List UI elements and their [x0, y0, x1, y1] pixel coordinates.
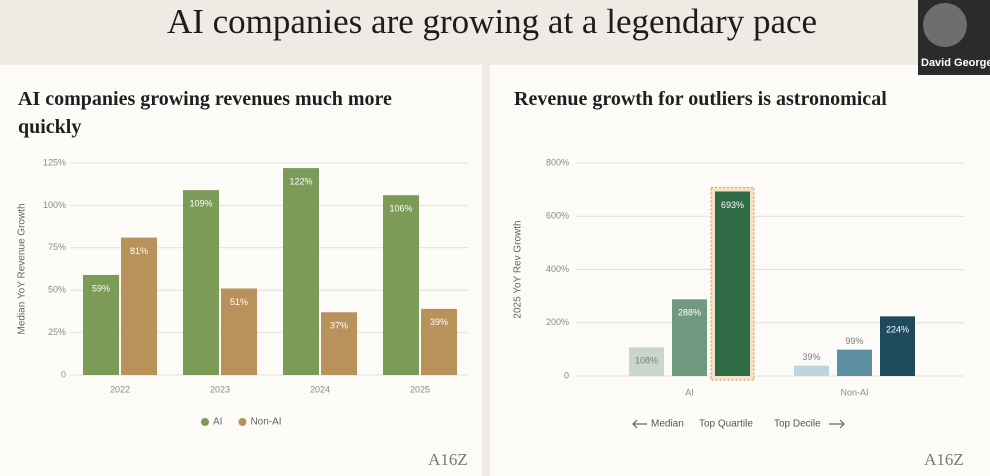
- bar: [383, 195, 419, 375]
- x-tick-label: AI: [685, 387, 694, 397]
- y-axis-title: Median YoY Revenue Growth: [17, 203, 28, 334]
- bar: [183, 190, 219, 375]
- y-tick-label: 600%: [546, 211, 569, 221]
- value-label: 693%: [721, 200, 744, 210]
- legend-label: AI: [213, 417, 222, 428]
- value-label: 39%: [802, 352, 820, 362]
- value-label: 51%: [230, 297, 248, 307]
- bar: [880, 316, 915, 376]
- y-axis-title: 2025 YoY Rev Growth: [513, 220, 524, 318]
- bar: [221, 288, 257, 375]
- value-label: 81%: [130, 246, 148, 256]
- bar: [672, 299, 707, 376]
- legend-swatch: [238, 418, 247, 426]
- y-tick-label: 200%: [546, 317, 569, 327]
- value-label: 288%: [678, 308, 701, 318]
- bar: [121, 237, 157, 375]
- value-label: 99%: [845, 336, 863, 346]
- chart-title: Revenue growth for outliers is astronomi…: [514, 88, 887, 110]
- legend-label: Top Decile: [774, 419, 821, 430]
- bar: [715, 191, 750, 376]
- y-tick-label: 0: [564, 370, 569, 380]
- bar: [837, 349, 872, 376]
- y-tick-label: 400%: [546, 264, 569, 274]
- slide-title: AI companies are growing at a legendary …: [167, 2, 817, 41]
- legend-label: Top Quartile: [699, 419, 753, 430]
- webcam-image: [923, 3, 967, 47]
- value-label: 106%: [389, 204, 412, 214]
- value-label: 108%: [635, 356, 658, 366]
- logo: A16Z: [428, 450, 468, 469]
- bar: [283, 168, 319, 375]
- presenter-name: David George: [921, 57, 990, 69]
- x-tick-label: 2022: [110, 384, 130, 394]
- y-tick-label: 800%: [546, 157, 569, 167]
- bar: [83, 274, 119, 375]
- value-label: 122%: [289, 176, 312, 186]
- legend-swatch: [201, 418, 209, 426]
- chart-title: AI companies growing revenues much more …: [18, 88, 392, 138]
- bar: [321, 312, 357, 375]
- x-tick-label: 2023: [210, 384, 230, 394]
- value-label: 39%: [430, 317, 448, 327]
- y-tick-label: 50%: [48, 285, 66, 295]
- bar: [629, 347, 664, 376]
- bar: [421, 308, 457, 375]
- y-tick-label: 25%: [48, 327, 66, 337]
- y-tick-label: 100%: [43, 200, 66, 210]
- value-label: 224%: [886, 325, 909, 335]
- y-tick-label: 75%: [48, 242, 66, 252]
- x-tick-label: 2024: [310, 384, 330, 394]
- legend-label: Non-AI: [250, 417, 281, 428]
- logo: A16Z: [924, 450, 964, 469]
- y-tick-label: 0: [61, 369, 66, 379]
- value-label: 109%: [189, 199, 212, 209]
- x-tick-label: Non-AI: [840, 387, 868, 397]
- y-tick-label: 125%: [43, 157, 66, 167]
- legend-label: Median: [651, 419, 684, 430]
- legend-arrows: [632, 419, 845, 429]
- bar: [794, 365, 829, 376]
- value-label: 37%: [330, 321, 348, 331]
- x-tick-label: 2025: [410, 384, 430, 394]
- value-label: 59%: [92, 283, 110, 293]
